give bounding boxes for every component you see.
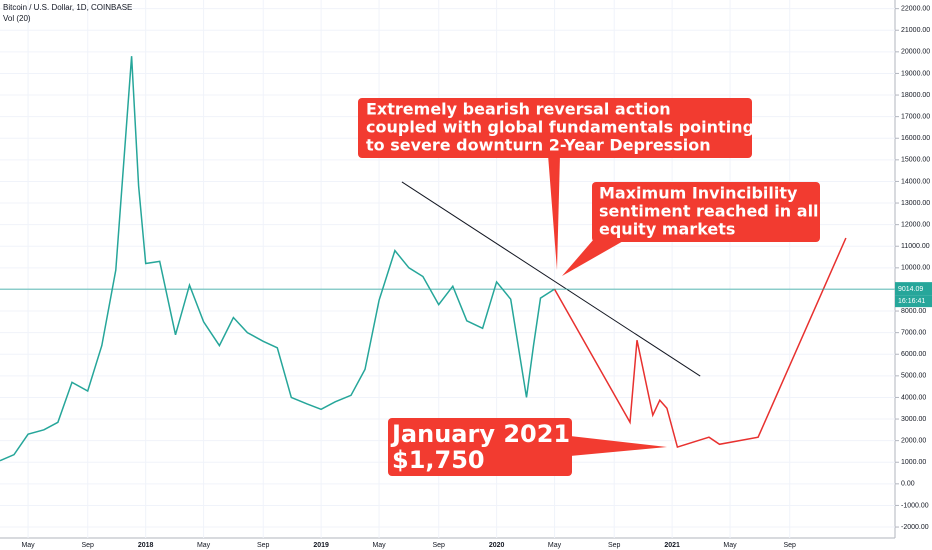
y-tick-label: 19000.00 [901,70,930,77]
indicator-label: Vol (20) [3,14,31,23]
y-tick-label: 0.00 [901,481,915,488]
x-tick-label: May [723,542,737,549]
y-tick-label: 5000.00 [901,373,926,380]
x-tick-label: Sep [432,542,445,549]
series-line [0,56,555,462]
series-line [401,181,701,377]
y-tick-label: 17000.00 [901,113,930,120]
x-tick-label: Sep [82,542,95,549]
chart-title: Bitcoin / U.S. Dollar, 1D, COINBASE [3,3,132,12]
last-price-box [895,282,932,296]
callout-text: $1,750 [392,446,485,474]
y-tick-label: 7000.00 [901,329,926,336]
y-tick-label: 11000.00 [901,243,930,250]
y-tick-label: 4000.00 [901,394,926,401]
callout-pointer [570,436,667,456]
callout-text: Extremely bearish reversal action [366,100,671,119]
callout-1: Extremely bearish reversal action couple… [358,98,754,270]
callout-box [358,98,752,158]
callout-pointer [562,232,625,276]
callout-box [388,418,572,476]
x-tick-label: May [548,542,562,549]
callout-text: equity markets [599,220,735,239]
y-tick-label: 6000.00 [901,351,926,358]
callout-box [592,182,820,242]
y-tick-label: 3000.00 [901,416,926,423]
y-tick-label: 14000.00 [901,178,930,185]
y-tick-label: 13000.00 [901,200,930,207]
x-tick-label: Sep [257,542,270,549]
x-tick-label: 2019 [313,542,329,549]
y-tick-label: 10000.00 [901,265,930,272]
series-line [553,237,847,449]
callout-text: Maximum Invincibility [599,184,798,203]
countdown-label: 16:16:41 [898,298,925,305]
callout-text: coupled with global fundamentals pointin… [366,118,754,137]
x-tick-label: 2021 [664,542,680,549]
x-tick-label: May [21,542,35,549]
y-tick-label: 22000.00 [901,5,930,12]
y-tick-label: 16000.00 [901,135,930,142]
x-tick-label: 2018 [138,542,154,549]
x-tick-label: Sep [608,542,621,549]
callout-text: sentiment reached in all [599,202,819,221]
callout-text: to severe downturn 2-Year Depression [366,136,711,155]
y-tick-label: 8000.00 [901,308,926,315]
x-tick-label: Sep [783,542,796,549]
y-tick-label: -1000.00 [901,502,929,509]
y-tick-label: 21000.00 [901,27,930,34]
callout-3: January 2021 $1,750 [388,418,667,476]
x-tick-label: May [197,542,211,549]
callout-text: January 2021 [390,420,570,448]
callout-pointer [548,155,560,270]
x-tick-label: 2020 [489,542,505,549]
x-tick-label: May [372,542,386,549]
y-tick-label: 1000.00 [901,459,926,466]
y-tick-label: 20000.00 [901,49,930,56]
y-tick-label: 2000.00 [901,437,926,444]
last-price-label: 9014.09 [898,286,923,293]
y-tick-label: 12000.00 [901,221,930,228]
callout-2: Maximum Invincibility sentiment reached … [562,182,820,276]
plot [0,56,895,462]
y-tick-label: 18000.00 [901,92,930,99]
countdown-box [895,295,932,308]
y-tick-label: -2000.00 [901,524,929,531]
y-tick-label: 15000.00 [901,157,930,164]
axes: 22000.00 21000.00 20000.00 19000.00 18000.00… [21,5,932,549]
